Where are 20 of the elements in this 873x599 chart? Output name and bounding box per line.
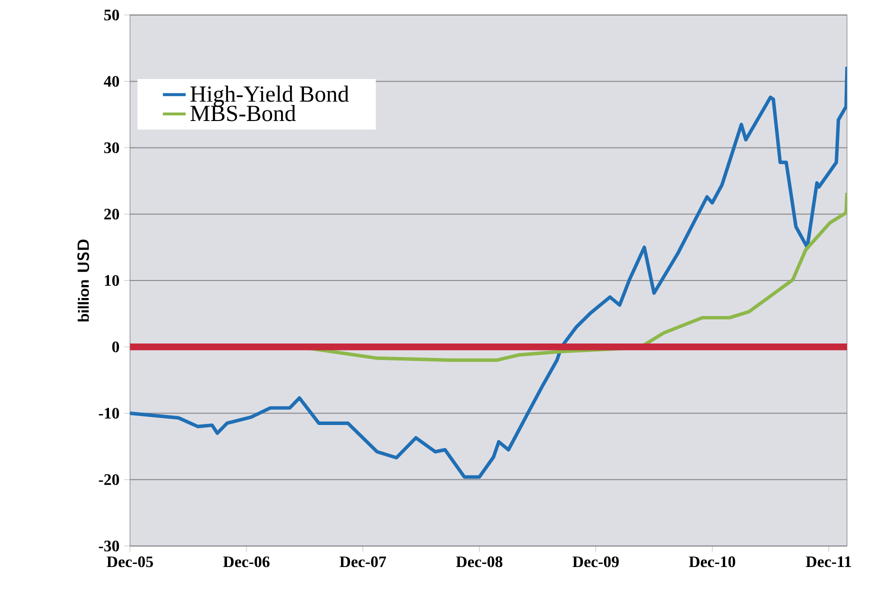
y-tick-label: 20 bbox=[104, 208, 120, 220]
x-tick-label: Dec-08 bbox=[456, 556, 502, 568]
legend-label: High-Yield Bond bbox=[190, 86, 349, 107]
y-tick-label: -30 bbox=[98, 540, 120, 552]
x-tick-label: Dec-07 bbox=[340, 556, 386, 568]
x-tick-label: Dec-09 bbox=[572, 556, 619, 568]
x-tick-label: Dec-05 bbox=[106, 556, 153, 568]
legend-label: MBS-Bond bbox=[190, 104, 296, 122]
y-tick-label: -20 bbox=[98, 474, 120, 486]
x-tick-label: Dec-11 bbox=[806, 556, 851, 568]
y-tick-label: 0 bbox=[112, 341, 120, 352]
y-tick-label: -10 bbox=[98, 408, 120, 419]
y-tick-label: 10 bbox=[104, 275, 120, 286]
x-tick-label: Dec-10 bbox=[688, 556, 736, 568]
y-tick-label: 40 bbox=[104, 76, 120, 87]
y-axis-title: billion USD bbox=[77, 240, 90, 322]
x-tick-label: Dec-06 bbox=[223, 556, 270, 568]
y-tick-label: 50 bbox=[104, 10, 120, 20]
line-series bbox=[130, 65, 848, 479]
y-tick-label: 30 bbox=[104, 142, 120, 154]
